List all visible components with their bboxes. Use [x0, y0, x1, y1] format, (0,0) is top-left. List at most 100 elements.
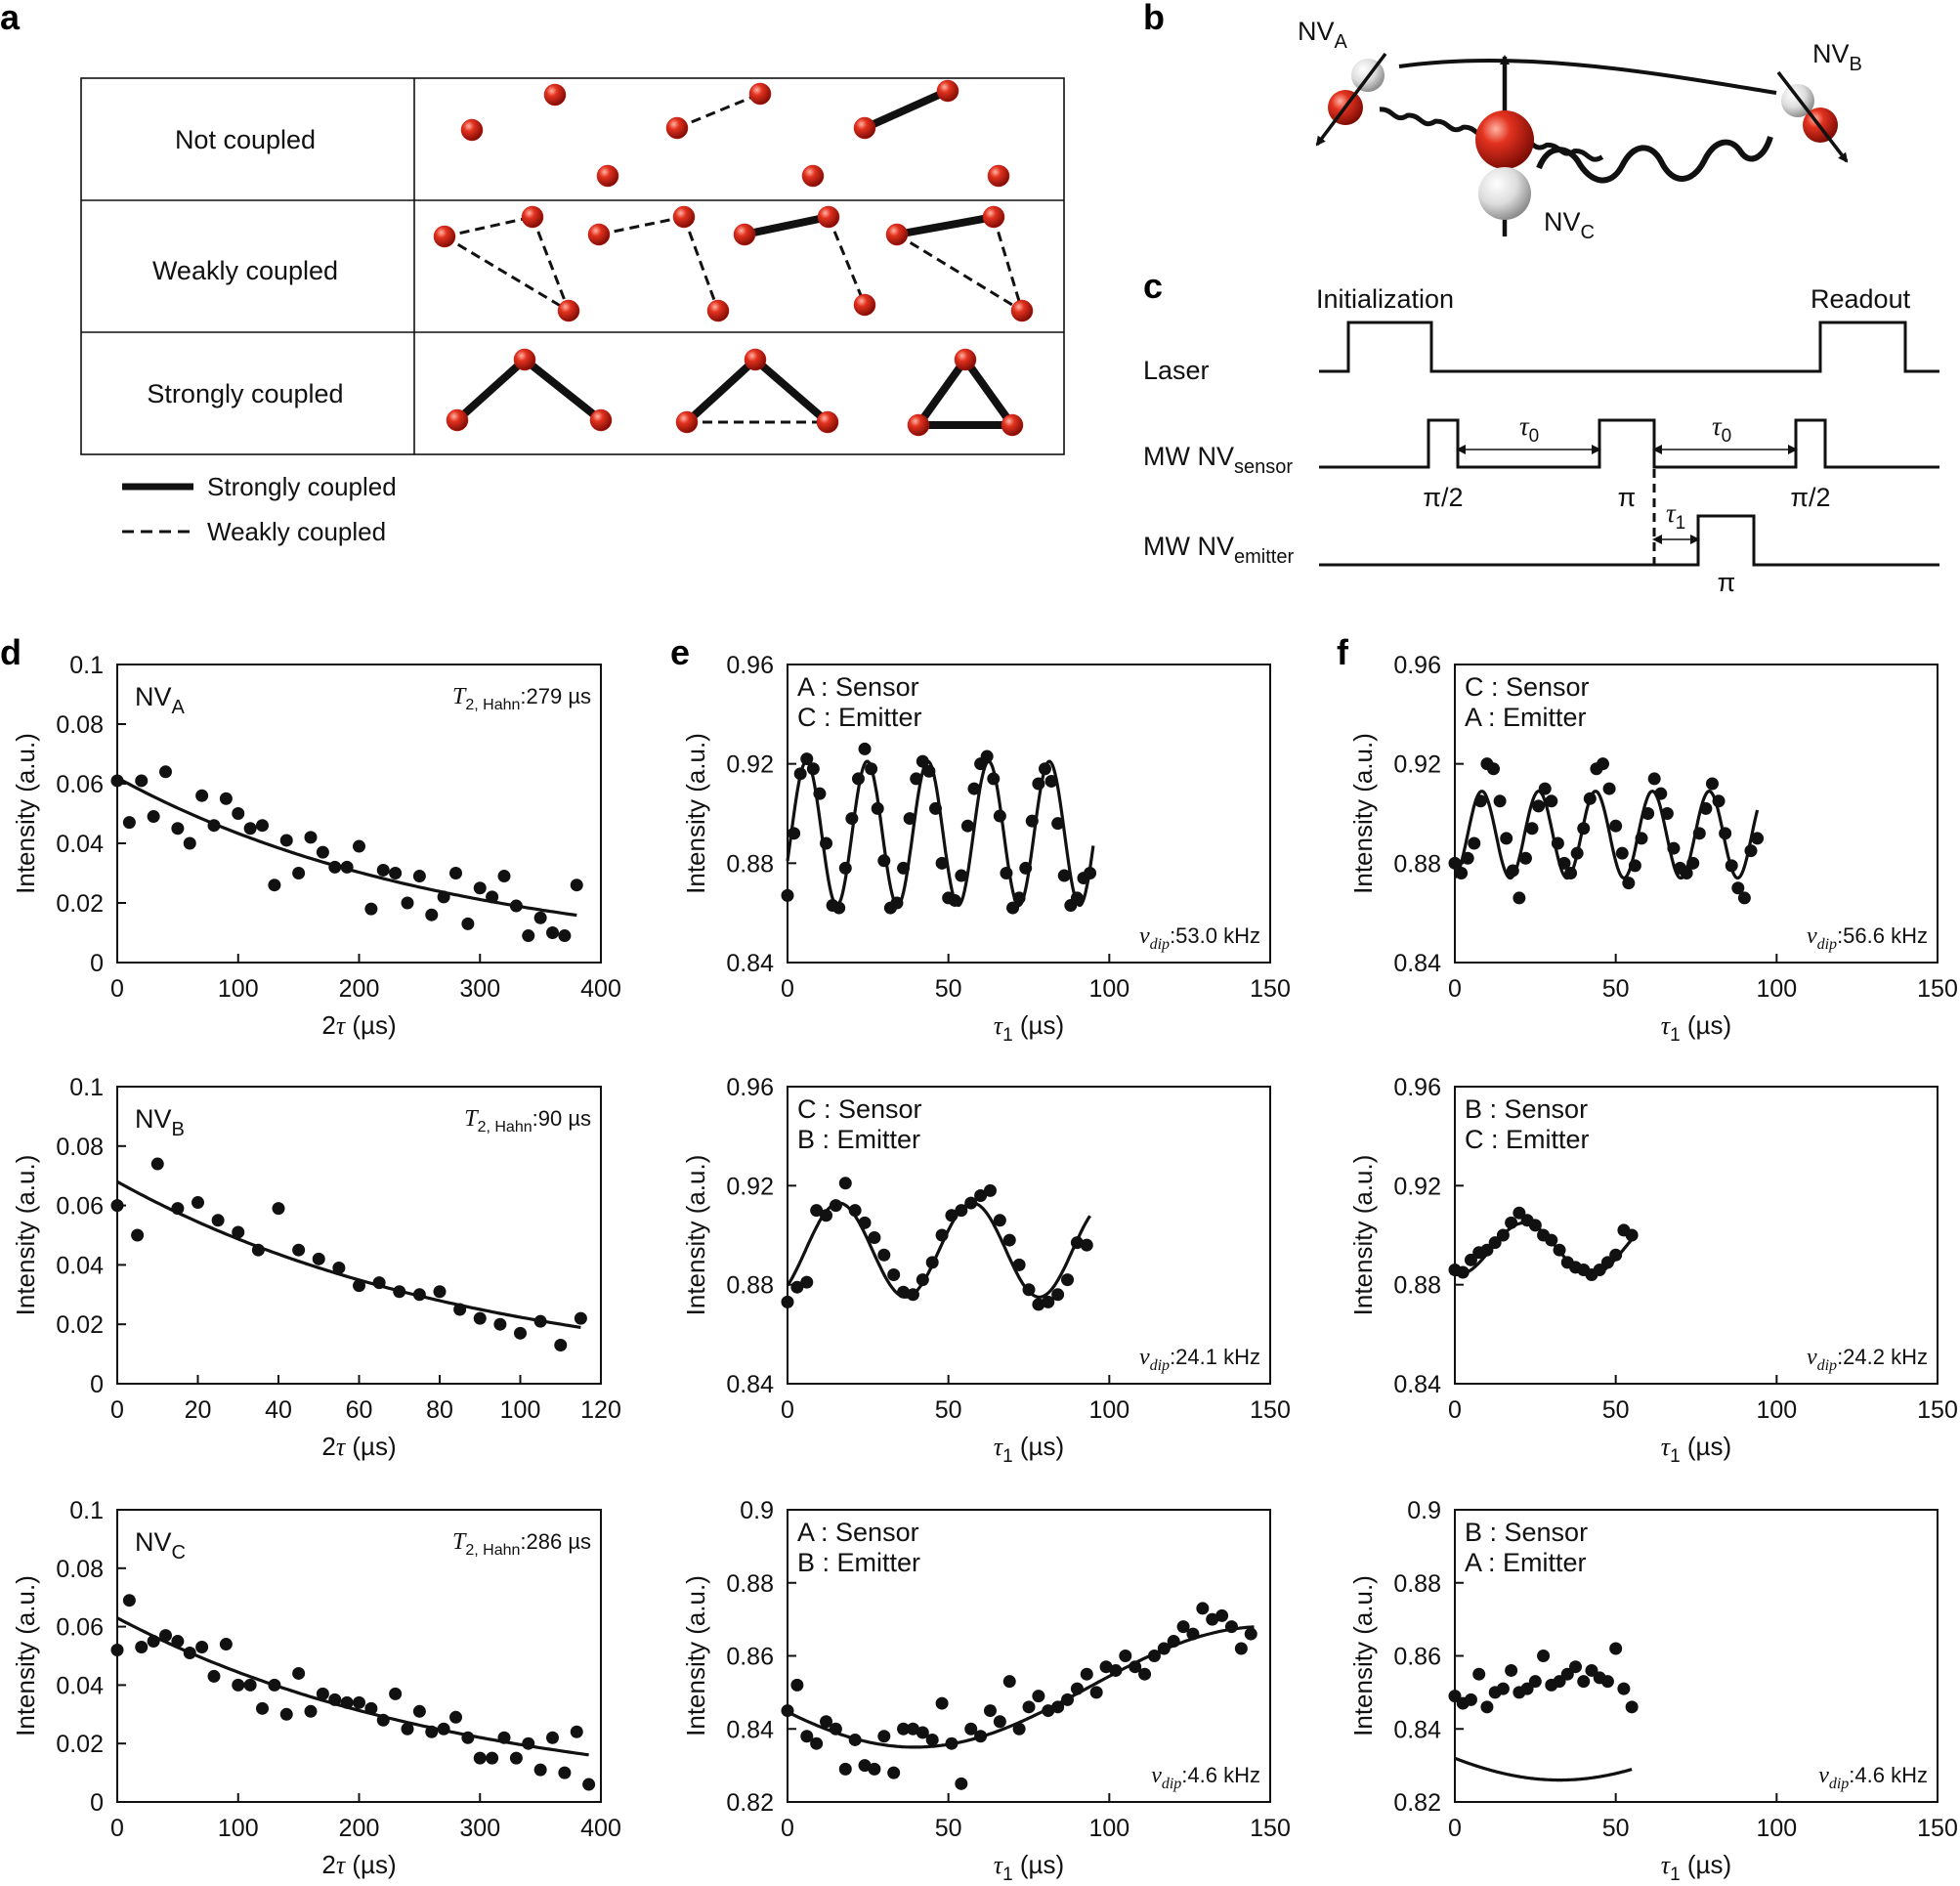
data-point	[945, 1209, 959, 1222]
panel-label-b: b	[1143, 0, 1165, 37]
pulse-label-pi-half-1: π/2	[1423, 483, 1463, 512]
data-point	[1468, 836, 1481, 850]
data-point	[1206, 1612, 1219, 1626]
nv-node	[907, 413, 930, 437]
x-tick-label: 100	[1756, 975, 1797, 1003]
data-point	[1042, 1704, 1055, 1718]
data-point	[1617, 1682, 1631, 1695]
y-axis-label: Intensity (a.u.)	[11, 1575, 40, 1736]
data-point	[1234, 1642, 1248, 1655]
data-point	[887, 1766, 901, 1779]
y-tick-label: 0.04	[56, 1672, 104, 1699]
data-point	[1506, 864, 1519, 878]
data-point	[304, 831, 318, 844]
data-point	[332, 1261, 346, 1274]
data-point	[497, 870, 511, 883]
data-point	[1006, 901, 1020, 915]
data-point	[473, 1751, 487, 1765]
data-point	[820, 836, 833, 850]
data-point	[316, 1687, 329, 1700]
data-point	[1557, 856, 1571, 870]
data-point	[353, 1695, 365, 1709]
data-point	[425, 908, 439, 922]
strong-coupling-edge	[863, 87, 950, 132]
mw-sensor-channel-label: MW NVsensor	[1143, 442, 1293, 478]
y-tick-label: 0.84	[726, 950, 774, 977]
coupling-graph	[853, 79, 959, 140]
x-tick-label: 100	[1088, 1815, 1129, 1842]
data-point	[279, 834, 293, 847]
plot-e2: 0 50 100 150 0.84 0.88 0.92 0.96 Intensity (a.u.…	[681, 1074, 1291, 1467]
data-point	[1244, 1627, 1257, 1641]
laser-channel-label: Laser	[1143, 356, 1210, 385]
data-point	[1518, 851, 1532, 865]
data-point	[1000, 867, 1013, 879]
weak-coupling-edge	[992, 216, 1024, 312]
data-point	[110, 774, 124, 788]
data-point	[1025, 814, 1039, 828]
data-point	[1602, 782, 1616, 795]
data-point	[328, 860, 342, 874]
data-point	[449, 867, 462, 879]
data-point	[171, 822, 185, 836]
data-point	[1622, 877, 1636, 890]
legend-entry: A : Sensor	[797, 1518, 919, 1547]
data-point	[1070, 1236, 1084, 1250]
nv-c-label: NVC	[1544, 207, 1595, 243]
x-axis-label: τ1 (µs)	[994, 1432, 1064, 1467]
data-point	[1744, 844, 1758, 858]
x-axis-label: τ1 (µs)	[1661, 1850, 1731, 1885]
data-point	[1532, 799, 1546, 813]
plot-d3: 0 100 200 300 400 0 0.02 0.04 0.06 0.08 0.1 Intensi…	[11, 1497, 621, 1879]
data-point	[533, 911, 547, 924]
data-point	[1553, 1243, 1566, 1257]
y-axis-label: Intensity (a.u.)	[1348, 1575, 1378, 1736]
nv-b-spin-arrow	[1776, 70, 1849, 163]
data-point	[1577, 822, 1591, 836]
data-point	[1002, 1233, 1016, 1247]
data-point	[574, 1311, 587, 1325]
data-point	[1038, 762, 1051, 776]
legend-entry: B : Sensor	[1465, 1094, 1588, 1124]
x-axis-label: τ1 (µs)	[994, 1010, 1064, 1046]
data-point	[1569, 1660, 1582, 1674]
data-point	[1488, 1236, 1502, 1250]
data-point	[820, 1209, 833, 1222]
data-point	[509, 899, 523, 913]
data-point	[219, 1638, 233, 1651]
weak-coupling-edge	[444, 215, 533, 238]
data-point	[800, 1730, 814, 1743]
x-tick-label: 0	[110, 975, 124, 1003]
x-tick-label: 80	[426, 1396, 453, 1424]
data-point	[955, 1204, 968, 1218]
y-tick-label: 0	[90, 1371, 104, 1398]
nv-c-red-sphere	[1475, 110, 1534, 169]
strong-coupling-edge	[896, 213, 995, 238]
data-point	[887, 1268, 901, 1282]
data-point	[788, 827, 801, 840]
data-point	[935, 1696, 949, 1710]
data-point	[1641, 807, 1655, 820]
data-point	[1176, 1620, 1190, 1634]
data-point	[1635, 832, 1648, 845]
data-point	[1051, 1288, 1065, 1302]
data-point	[1528, 1219, 1542, 1232]
mw-sensor-trace	[1319, 418, 1939, 469]
data-point	[437, 1722, 450, 1736]
y-tick-label: 0.96	[726, 652, 774, 679]
x-tick-label: 300	[459, 1815, 500, 1842]
data-point	[1625, 1700, 1639, 1714]
y-tick-label: 0.08	[56, 711, 104, 739]
data-point	[1647, 772, 1661, 786]
data-point	[993, 1214, 1006, 1227]
weak-coupling-edge	[827, 216, 867, 306]
nv-node	[672, 205, 696, 229]
strong-coupling-edge	[752, 356, 831, 426]
nv-node	[748, 82, 772, 106]
fit-curve	[1454, 1756, 1633, 1782]
data-point	[1725, 859, 1738, 873]
x-tick-label: 100	[218, 975, 259, 1003]
y-tick-label: 0.84	[1393, 950, 1441, 977]
data-point	[1520, 1682, 1534, 1695]
data-point	[522, 1736, 535, 1750]
